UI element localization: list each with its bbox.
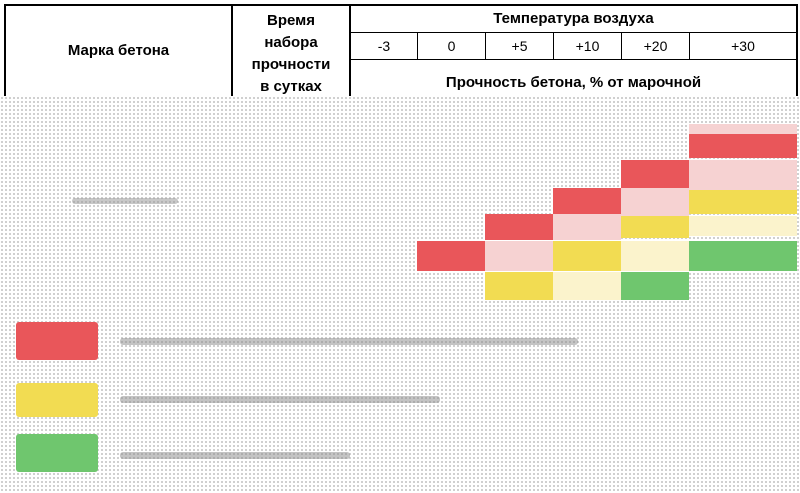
- cell-yellow: [553, 241, 621, 271]
- temp-col-header: 0: [447, 38, 456, 54]
- time-header-line: в сутках: [260, 78, 322, 95]
- temp-divider: [621, 32, 622, 60]
- temp-divider: [689, 32, 690, 60]
- cell-red: [621, 160, 689, 190]
- legend-swatch-green: [16, 434, 98, 472]
- time-header-line: прочности: [251, 56, 331, 73]
- cell-light-yellow: [689, 216, 797, 236]
- cell-yellow: [689, 190, 797, 214]
- brand-value-blur: [72, 198, 178, 204]
- cell-light-yellow: [621, 241, 689, 271]
- col-divider-1: [231, 4, 233, 96]
- temp-col-header: -3: [377, 38, 391, 54]
- cell-light-yellow: [553, 272, 621, 300]
- air-temp-header: Температура воздуха: [493, 10, 654, 27]
- legend-text-red: [120, 338, 578, 345]
- table-border-top: [4, 4, 797, 6]
- cell-red: [485, 214, 553, 240]
- time-header: Время набора прочности в сутках: [233, 6, 349, 96]
- cell-pink: [553, 214, 621, 240]
- cell-pink: [621, 188, 689, 216]
- temp-col-header: +20: [643, 38, 668, 54]
- table-border-right: [796, 4, 798, 96]
- temp-col-header: +5: [511, 38, 528, 54]
- temp-col-header: +30: [731, 38, 755, 54]
- legend-text-green: [120, 452, 350, 459]
- time-header-line: набора: [264, 34, 318, 51]
- legend-text-yellow: [120, 396, 440, 403]
- legend-swatch-red: [16, 322, 98, 360]
- cell-pink: [689, 124, 797, 134]
- cell-pink: [689, 160, 797, 190]
- col-divider-2: [349, 4, 351, 96]
- temp-divider: [485, 32, 486, 60]
- time-header-line: Время: [267, 12, 315, 29]
- brand-header: Марка бетона: [67, 42, 170, 59]
- temp-divider: [417, 32, 418, 60]
- cell-yellow: [485, 272, 553, 300]
- row-divider-temp-top: [349, 32, 797, 33]
- cell-green: [689, 241, 797, 271]
- cell-red: [417, 241, 485, 271]
- strength-header: Прочность бетона, % от марочной: [445, 74, 702, 91]
- legend-swatch-yellow: [16, 383, 98, 417]
- cell-red: [689, 134, 797, 158]
- cell-green: [621, 272, 689, 300]
- temp-divider: [553, 32, 554, 60]
- temp-col-header: +10: [575, 38, 600, 54]
- blurred-table-body: [0, 96, 800, 493]
- row-divider-temp-bottom: [349, 59, 797, 60]
- cell-red: [553, 188, 621, 216]
- table-border-left: [4, 4, 6, 96]
- cell-yellow: [621, 216, 689, 238]
- cell-pink: [485, 241, 553, 271]
